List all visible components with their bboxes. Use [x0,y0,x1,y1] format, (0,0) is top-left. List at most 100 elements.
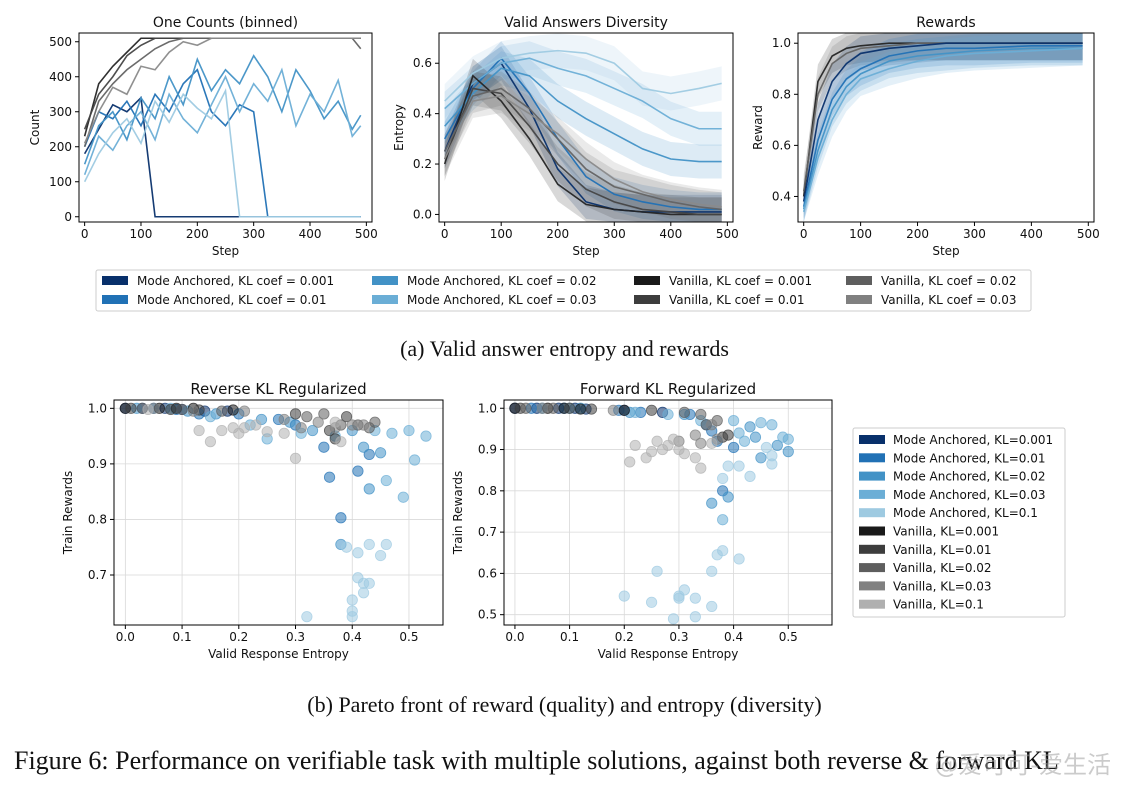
scatter-point [651,565,663,577]
y-tick-label: 0.5 [478,608,497,622]
x-tick-label: 400 [299,227,322,241]
legend-label: Vanilla, KL=0.1 [893,598,984,612]
series-line [83,54,362,165]
scatter-point [536,402,548,414]
legend-label: Vanilla, KL=0.001 [893,525,999,539]
scatter-point [380,474,392,487]
x-tick-label: 300 [963,227,986,241]
scatter-point [755,417,767,429]
y-axis-label: Train Rewards [61,471,75,556]
scatter-point [318,441,330,453]
scatter-point [165,403,177,416]
series-line [443,87,722,216]
scatter-point [766,458,778,470]
scatter-point [176,403,188,416]
x-axis-label: Step [572,244,599,258]
series-band [803,33,1083,222]
series-line [444,67,722,163]
x-tick-label: 0.1 [560,630,579,644]
scatter-point [782,446,794,458]
scatter-point [409,454,421,466]
legend-label: Vanilla, KL=0.01 [893,543,992,557]
axes-frame [78,32,373,223]
legend-swatch [372,295,398,304]
scatter-point [204,436,217,448]
x-tick-label: 0.2 [615,630,634,644]
x-tick-label: 200 [546,227,569,241]
legend-swatch [372,276,398,285]
scatter-point [289,408,302,420]
legend-label: Mode Anchored, KL=0.01 [893,451,1046,465]
x-axis-label: Valid Response Entropy [208,647,349,661]
scatter-point [733,427,745,439]
y-axis-label: Train Rewards [451,471,465,556]
series-line [802,44,1083,207]
legend-swatch [102,276,128,285]
legend-label: Vanilla, KL coef = 0.01 [669,293,805,307]
scatter-point [629,439,641,452]
scatter-point [340,541,353,553]
x-tick-label: 0.5 [779,630,798,644]
series-band [444,41,722,222]
legend-swatch [846,276,872,285]
y-tick-label: 200 [49,140,72,154]
x-tick-label: 0.4 [343,630,362,644]
series-band [444,33,722,119]
scatter-point [678,448,691,460]
plot-area [83,37,362,218]
scatter-point [618,590,630,602]
y-tick-label: 0.2 [413,157,432,171]
series-line [444,49,722,102]
scatter-point [250,419,262,431]
scatter-point [346,594,358,606]
legend-label: Mode Anchored, KL=0.1 [893,506,1038,520]
y-tick-label: 0.8 [772,87,791,101]
y-tick-label: 0.8 [88,512,107,526]
scatter-point [357,587,370,599]
scatter-point [375,447,387,459]
y-tick-label: 0.4 [413,107,432,121]
scatter-point [651,435,663,447]
y-tick-label: 0.8 [478,484,497,498]
x-tick-label: 0.0 [505,630,524,644]
scatter-point [673,592,685,604]
scatter-point [193,424,205,437]
series-line [83,96,361,218]
y-tick-label: 0.4 [772,189,791,203]
legend-swatch [859,453,885,463]
x-tick-label: 0.0 [116,630,135,644]
scatter-point [733,553,745,565]
chart-title: Reverse KL Regularized [190,380,366,398]
x-tick-label: 0.1 [173,630,192,644]
legend-label: Vanilla, KL coef = 0.03 [881,293,1017,307]
x-tick-label: 200 [906,227,929,241]
scatter-point [375,549,387,562]
y-tick-label: 0.0 [413,207,432,221]
scatter-point [363,538,375,551]
chart-3: 0.0 0.1 0.2 0.3 0.4 0.5 0.7 0.8 0.9 1.0 Reverse KL… [61,380,444,661]
scatter-point [629,406,641,418]
legend-swatch [634,276,660,285]
x-tick-label: 0.4 [724,630,743,644]
scatter-point [727,415,740,427]
axes-frame [113,399,444,626]
legend-swatch [859,544,885,554]
scatter-point [662,408,674,421]
scatter-point [645,596,658,608]
y-tick-label: 500 [49,35,72,49]
scatter-point [547,402,559,414]
scatter-point [749,431,762,443]
scatter-point [738,435,751,447]
scatter-point [782,433,794,445]
scatter-point [563,402,576,414]
y-tick-label: 0.7 [88,568,107,582]
scatter-point [717,514,729,526]
scatter-point [706,600,718,613]
y-tick-label: 0.9 [478,443,497,457]
legend-label: Vanilla, KL coef = 0.02 [881,274,1017,288]
scatter-point [645,446,658,458]
y-tick-label: 400 [49,70,72,84]
x-tick-label: 300 [242,227,265,241]
series-line [443,87,722,211]
